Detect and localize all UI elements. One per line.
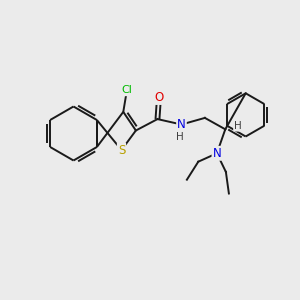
Text: Cl: Cl	[122, 85, 132, 95]
Text: N: N	[177, 118, 186, 131]
Text: H: H	[234, 121, 242, 131]
Text: S: S	[118, 143, 125, 157]
Text: O: O	[154, 91, 164, 104]
Text: H: H	[176, 131, 184, 142]
Text: N: N	[212, 147, 221, 160]
